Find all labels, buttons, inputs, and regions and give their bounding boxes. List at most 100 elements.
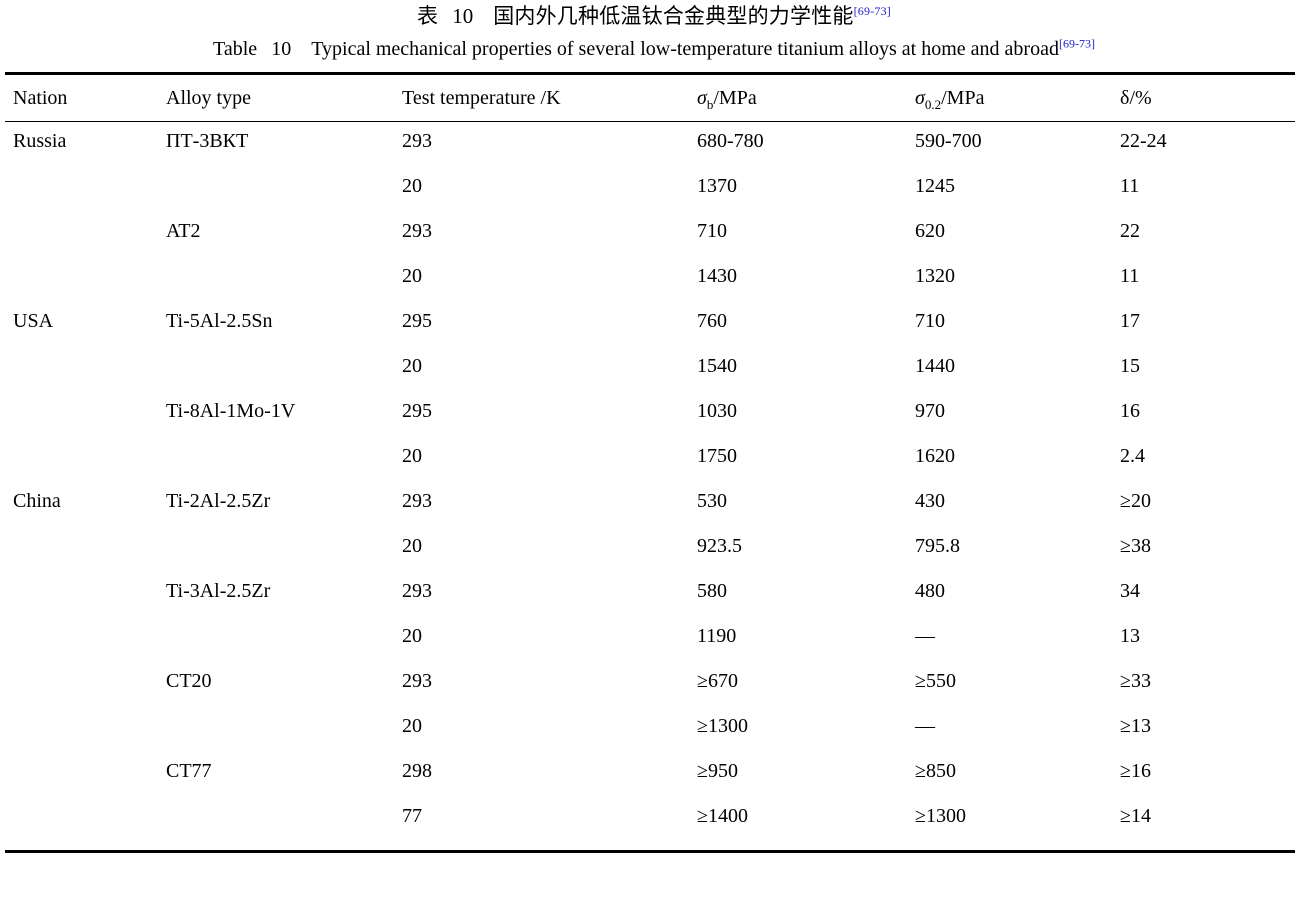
mechanical-properties-table: Nation Alloy type Test temperature /K σb… <box>5 72 1295 854</box>
rule-cell <box>915 72 1120 76</box>
table-row: Russia ПТ-3ВКТ 293 680-780 590-700 22-24 <box>5 122 1295 176</box>
table-row: 77 ≥1400 ≥1300 ≥14 <box>5 805 1295 852</box>
cell-elongation: 16 <box>1120 400 1140 422</box>
cell-temperature: 295 <box>402 310 432 332</box>
table-row: 20 1540 1440 15 <box>5 355 1295 400</box>
cell-alloy: Ti-5Al-2.5Sn <box>166 310 273 332</box>
table-row: 20 1190 — 13 <box>5 625 1295 670</box>
cell-sigma_02: — <box>915 625 935 647</box>
cell-nation <box>5 625 166 670</box>
cell-nation <box>5 400 166 445</box>
cell-elongation: ≥33 <box>1120 670 1151 692</box>
cell-nation <box>5 265 166 310</box>
cell-elongation: 11 <box>1120 265 1140 287</box>
cell-elongation: ≥38 <box>1120 535 1151 557</box>
rule-cell <box>166 72 402 76</box>
table-row: CT20 293 ≥670 ≥550 ≥33 <box>5 670 1295 715</box>
table-row: 20 ≥1300 — ≥13 <box>5 715 1295 760</box>
cell-elongation: 17 <box>1120 310 1140 332</box>
cell-sigma_02: 970 <box>915 400 945 422</box>
cell-sigma_b: 710 <box>697 220 727 242</box>
table-row: China Ti-2Al-2.5Zr 293 530 430 ≥20 <box>5 490 1295 535</box>
table-row: 20 1370 1245 11 <box>5 175 1295 220</box>
cell-temperature: 20 <box>402 715 422 737</box>
caption-english-reference: [69-73] <box>1058 36 1095 51</box>
cell-nation <box>5 445 166 490</box>
column-header-tensile-strength: σb/MPa <box>697 75 915 122</box>
table-header-row: Nation Alloy type Test temperature /K σb… <box>5 75 1295 122</box>
cell-sigma_b: 1750 <box>697 445 737 467</box>
cell-nation: Russia <box>13 130 67 152</box>
cell-nation <box>5 580 166 625</box>
table-head: Nation Alloy type Test temperature /K σb… <box>5 72 1295 122</box>
cell-alloy: ПТ-3ВКТ <box>166 130 249 152</box>
cell-sigma_02: 1440 <box>915 355 955 377</box>
rule-cell <box>915 850 1120 854</box>
cell-alloy <box>166 625 402 670</box>
rule-cell <box>402 72 697 76</box>
cell-temperature: 20 <box>402 355 422 377</box>
table-row: Ti-8Al-1Mo-1V 295 1030 970 16 <box>5 400 1295 445</box>
cell-alloy: Ti-8Al-1Mo-1V <box>166 400 296 422</box>
cell-sigma_b: ≥1300 <box>697 715 748 737</box>
table-row: 20 1750 1620 2.4 <box>5 445 1295 490</box>
caption-english-number: 10 <box>271 38 292 60</box>
cell-nation <box>5 175 166 220</box>
cell-sigma_b: 760 <box>697 310 727 332</box>
cell-temperature: 20 <box>402 175 422 197</box>
cell-nation <box>5 535 166 580</box>
cell-temperature: 298 <box>402 760 432 782</box>
cell-sigma_b: 1430 <box>697 265 737 287</box>
cell-temperature: 20 <box>402 625 422 647</box>
cell-sigma_02: 710 <box>915 310 945 332</box>
cell-elongation: 11 <box>1120 175 1140 197</box>
cell-temperature: 293 <box>402 580 432 602</box>
cell-sigma_b: 530 <box>697 490 727 512</box>
cell-sigma_02: 480 <box>915 580 945 602</box>
cell-temperature: 293 <box>402 220 432 242</box>
rule-cell <box>166 850 402 854</box>
cell-sigma_02: ≥1300 <box>915 805 966 827</box>
cell-elongation: ≥14 <box>1120 805 1151 827</box>
column-header-nation: Nation <box>5 75 166 122</box>
cell-temperature: 293 <box>402 670 432 692</box>
rule-cell <box>5 72 166 76</box>
cell-nation <box>5 715 166 760</box>
caption-chinese-text: 国内外几种低温钛合金典型的力学性能 <box>493 4 854 28</box>
cell-elongation: 34 <box>1120 580 1140 602</box>
cell-sigma_02: 1245 <box>915 175 955 197</box>
cell-alloy: CT20 <box>166 670 212 692</box>
cell-alloy: AT2 <box>166 220 201 242</box>
cell-alloy <box>166 805 402 852</box>
cell-alloy: CT77 <box>166 760 212 782</box>
caption-english-text: Typical mechanical properties of several… <box>311 38 1059 60</box>
cell-sigma_b: 1190 <box>697 625 737 647</box>
table-foot <box>5 850 1295 854</box>
rule-cell <box>697 850 915 854</box>
cell-alloy <box>166 445 402 490</box>
cell-temperature: 20 <box>402 445 422 467</box>
rule-cell <box>5 850 166 854</box>
cell-nation <box>5 355 166 400</box>
cell-sigma_b: ≥1400 <box>697 805 748 827</box>
table-row: AT2 293 710 620 22 <box>5 220 1295 265</box>
cell-sigma_02: — <box>915 715 935 737</box>
cell-elongation: 2.4 <box>1120 445 1145 467</box>
cell-sigma_02: 795.8 <box>915 535 960 557</box>
caption-english-label: Table <box>213 38 258 60</box>
table-row: 20 923.5 795.8 ≥38 <box>5 535 1295 580</box>
table-row: USA Ti-5Al-2.5Sn 295 760 710 17 <box>5 310 1295 355</box>
cell-elongation: 13 <box>1120 625 1140 647</box>
rule-cell <box>402 850 697 854</box>
cell-sigma_b: ≥670 <box>697 670 738 692</box>
cell-elongation: 22-24 <box>1120 130 1167 152</box>
cell-sigma_02: 1620 <box>915 445 955 467</box>
cell-elongation: 15 <box>1120 355 1140 377</box>
cell-nation <box>5 670 166 715</box>
cell-nation <box>5 805 166 852</box>
cell-sigma_02: 590-700 <box>915 130 982 152</box>
table-row: CT77 298 ≥950 ≥850 ≥16 <box>5 760 1295 805</box>
column-header-alloy-type: Alloy type <box>166 75 402 122</box>
table-container: Nation Alloy type Test temperature /K σb… <box>5 72 1295 854</box>
